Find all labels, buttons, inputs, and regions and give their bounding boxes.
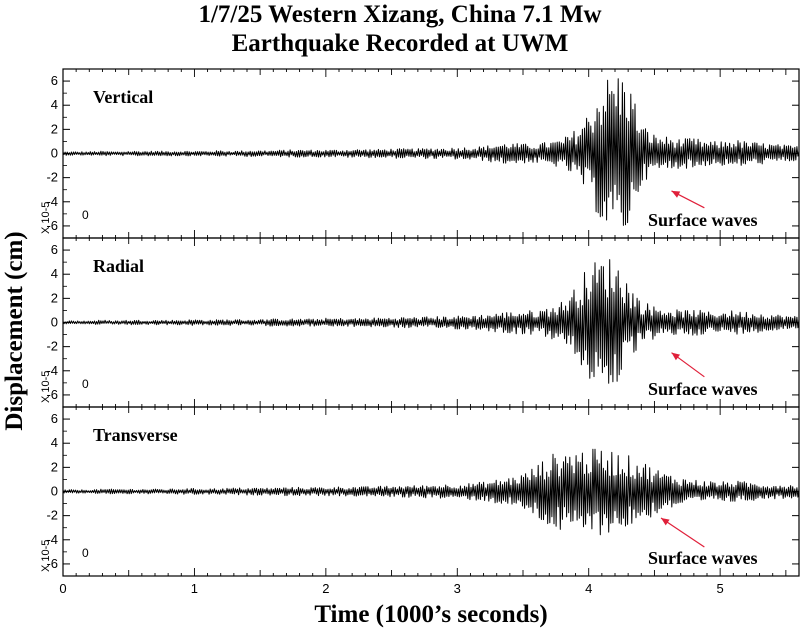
trace-transverse [62,448,800,536]
y-scale-zero-vertical: 0 [82,208,89,222]
y-tick-label-transverse: 6 [51,411,58,426]
x-tick-label: 0 [59,581,66,596]
y-scale-zero-transverse: 0 [82,546,89,560]
annotation-text-vertical: Surface waves [648,210,757,230]
y-tick-label-transverse: -6 [46,556,58,571]
y-tick-label-transverse: -4 [46,532,58,547]
x-tick-label: 1 [191,581,198,596]
y-tick-label-transverse: 2 [51,459,58,474]
y-tick-label-vertical: 4 [51,97,58,112]
y-tick-label-vertical: 6 [51,73,58,88]
annotation-arrowhead-transverse [661,518,670,526]
y-scale-label-transverse: X 10-5 [40,540,52,572]
x-tick-label: 3 [454,581,461,596]
chart-title: 1/7/25 Western Xizang, China 7.1 Mw Eart… [0,0,800,58]
y-tick-label-radial: -4 [46,363,58,378]
y-tick-label-radial: 2 [51,290,58,305]
y-scale-label-vertical: X 10-5 [40,202,52,234]
panel-label-vertical: Vertical [93,87,153,107]
y-tick-label-radial: 0 [51,315,58,330]
y-tick-label-radial: -2 [46,339,58,354]
y-tick-label-transverse: 0 [51,484,58,499]
annotation-arrow-transverse [660,517,705,548]
y-scale-zero-radial: 0 [82,377,89,391]
chart-title-line-1: 1/7/25 Western Xizang, China 7.1 Mw [198,1,602,28]
y-scale-label-radial: X 10-5 [40,371,52,403]
y-tick-label-vertical: -6 [46,218,58,233]
x-tick-label: 2 [322,581,329,596]
y-tick-label-radial: 4 [51,266,58,281]
y-tick-label-transverse: -2 [46,508,58,523]
trace-radial [62,259,800,384]
y-tick-label-vertical: 2 [51,121,58,136]
y-tick-label-vertical: 0 [51,146,58,161]
y-axis-label: Displacement (cm) [1,231,28,430]
trace-vertical [62,78,800,226]
panel-label-radial: Radial [93,256,144,276]
y-tick-label-transverse: 4 [51,435,58,450]
y-tick-label-vertical: -2 [46,170,58,185]
chart-title-line-2: Earthquake Recorded at UWM [231,30,569,57]
annotation-text-radial: Surface waves [648,379,757,399]
panel-label-transverse: Transverse [93,425,178,445]
y-tick-label-radial: 6 [51,242,58,257]
y-tick-label-vertical: -4 [46,194,58,209]
x-tick-label: 5 [717,581,724,596]
x-axis-label: Time (1000’s seconds) [314,601,547,628]
annotation-arrowhead-radial [671,352,681,361]
annotation-arrowhead-vertical [671,190,681,198]
annotation-text-transverse: Surface waves [648,548,757,568]
y-tick-label-radial: -6 [46,387,58,402]
x-tick-label: 4 [585,581,592,596]
